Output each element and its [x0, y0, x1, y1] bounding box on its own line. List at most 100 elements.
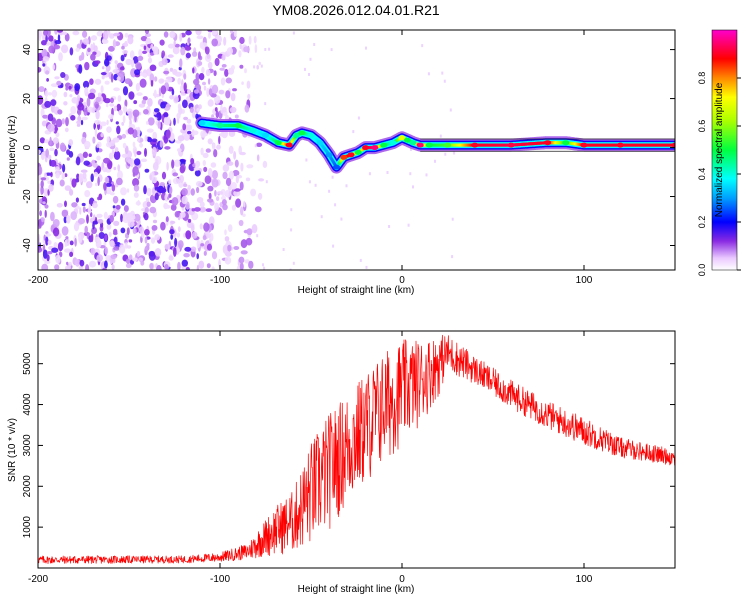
noise-blob	[83, 160, 90, 166]
noise-blob	[121, 133, 127, 139]
noise-blob	[86, 97, 91, 107]
noise-blob	[187, 218, 192, 223]
noise-blob	[191, 224, 195, 232]
noise-blob	[94, 182, 98, 187]
noise-blob	[58, 52, 63, 62]
ridge-point	[380, 142, 388, 148]
noise-blob	[177, 240, 184, 249]
noise-blob	[138, 49, 143, 57]
noise-blob	[203, 85, 207, 91]
noise-blob	[97, 92, 102, 97]
noise-blob	[126, 227, 130, 235]
noise-blob	[191, 208, 196, 212]
noise-speckle	[409, 172, 412, 176]
noise-blob	[139, 226, 144, 235]
noise-blob	[44, 100, 52, 108]
noise-blob	[195, 113, 199, 120]
noise-blob	[231, 204, 236, 211]
noise-blob	[38, 165, 43, 175]
noise-blob	[87, 207, 92, 215]
noise-blob	[258, 61, 262, 66]
noise-blob	[127, 127, 134, 135]
noise-blob	[54, 148, 58, 157]
noise-speckle	[243, 203, 246, 207]
noise-blob	[227, 244, 232, 252]
noise-blob	[149, 73, 155, 83]
noise-blob	[44, 260, 51, 264]
noise-blob	[108, 45, 115, 52]
noise-blob	[196, 239, 201, 249]
noise-blob	[157, 120, 161, 129]
noise-blob	[158, 78, 164, 84]
ridge-point	[404, 137, 411, 143]
spec-ytick-label: -40	[22, 238, 33, 253]
noise-blob	[54, 76, 60, 80]
noise-blob	[181, 188, 188, 196]
noise-blob	[49, 147, 55, 152]
noise-blob	[78, 218, 85, 225]
noise-blob	[180, 46, 186, 56]
noise-blob	[127, 36, 134, 45]
noise-blob	[44, 209, 47, 218]
noise-blob	[61, 209, 69, 218]
noise-blob	[47, 240, 52, 245]
noise-blob	[133, 213, 141, 222]
noise-blob	[134, 113, 137, 123]
noise-blob	[199, 201, 205, 208]
noise-blob	[113, 87, 120, 92]
noise-blob	[232, 88, 237, 92]
noise-blob	[117, 95, 122, 102]
snr-y-label: SNR (10 * v/v)	[7, 418, 18, 482]
noise-blob	[161, 50, 166, 58]
noise-blob	[239, 64, 244, 69]
noise-blob	[64, 248, 71, 253]
noise-blob	[120, 187, 127, 196]
noise-blob	[152, 187, 155, 195]
noise-blob	[124, 78, 132, 85]
noise-blob	[109, 192, 115, 196]
snr-series-line	[38, 334, 675, 565]
noise-speckle	[304, 67, 306, 71]
ridge-point	[409, 140, 417, 146]
noise-blob	[214, 95, 221, 104]
noise-blob	[169, 229, 175, 235]
spectrogram-y-label: Frequency (Hz)	[7, 116, 18, 185]
noise-blob	[120, 227, 126, 234]
noise-blob	[222, 244, 228, 254]
noise-blob	[127, 220, 135, 228]
noise-blob	[177, 77, 182, 85]
noise-blob	[163, 202, 169, 210]
noise-blob	[74, 237, 77, 247]
noise-blob	[193, 89, 200, 94]
noise-blob	[177, 135, 185, 142]
ridge-point	[298, 130, 306, 136]
noise-blob	[153, 187, 161, 191]
noise-blob	[132, 141, 136, 148]
noise-blob	[91, 107, 96, 114]
noise-blob	[47, 123, 55, 132]
noise-blob	[173, 40, 176, 46]
noise-blob	[176, 112, 181, 119]
noise-blob	[151, 138, 158, 143]
noise-blob	[76, 120, 82, 125]
noise-blob	[169, 132, 175, 142]
noise-blob	[206, 87, 210, 97]
noise-blob	[152, 219, 158, 224]
noise-blob	[137, 55, 144, 61]
noise-blob	[93, 122, 96, 130]
noise-blob	[81, 116, 88, 121]
noise-blob	[97, 218, 104, 224]
noise-blob	[213, 149, 218, 158]
noise-blob	[39, 210, 42, 217]
noise-blob	[69, 251, 74, 257]
noise-blob	[78, 173, 84, 183]
noise-blob	[245, 237, 253, 246]
noise-speckle	[352, 130, 355, 134]
noise-blob	[200, 147, 204, 156]
noise-blob	[140, 35, 148, 42]
noise-blob	[239, 151, 246, 156]
noise-speckle	[453, 151, 456, 155]
noise-blob	[172, 46, 180, 55]
colorbar-tick-label: 0.2	[697, 216, 707, 229]
noise-blob	[48, 154, 52, 160]
